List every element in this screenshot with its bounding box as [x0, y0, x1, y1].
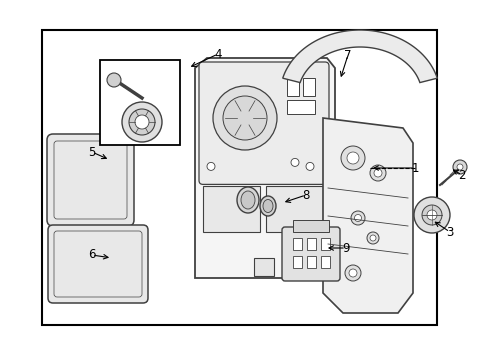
Circle shape: [414, 197, 450, 233]
Circle shape: [341, 146, 365, 170]
Circle shape: [291, 158, 299, 166]
Circle shape: [135, 115, 149, 129]
Bar: [321, 256, 330, 268]
Circle shape: [129, 109, 155, 135]
Circle shape: [107, 73, 121, 87]
Text: 5: 5: [88, 145, 96, 158]
FancyBboxPatch shape: [47, 134, 134, 226]
Circle shape: [213, 86, 277, 150]
FancyBboxPatch shape: [48, 225, 148, 303]
Polygon shape: [283, 30, 437, 82]
Bar: [203, 186, 260, 233]
Text: 7: 7: [344, 49, 352, 62]
Bar: [287, 78, 299, 96]
Bar: [100, 60, 180, 145]
Ellipse shape: [263, 199, 273, 212]
Bar: [307, 256, 316, 268]
Ellipse shape: [260, 196, 276, 216]
Circle shape: [306, 162, 314, 170]
Circle shape: [351, 211, 365, 225]
Circle shape: [370, 235, 376, 241]
Circle shape: [345, 265, 361, 281]
Bar: [293, 220, 329, 232]
Circle shape: [367, 232, 379, 244]
Text: 1: 1: [411, 162, 419, 175]
Circle shape: [370, 165, 386, 181]
Text: 2: 2: [458, 168, 466, 181]
Circle shape: [349, 269, 357, 277]
Bar: [293, 256, 302, 268]
Text: 3: 3: [446, 225, 454, 239]
FancyBboxPatch shape: [282, 227, 340, 281]
Text: 6: 6: [88, 248, 96, 261]
Bar: [266, 186, 323, 233]
Circle shape: [354, 215, 362, 221]
Bar: [254, 258, 274, 276]
Bar: [293, 238, 302, 250]
Circle shape: [347, 152, 359, 164]
Circle shape: [223, 96, 267, 140]
Bar: [321, 238, 330, 250]
Circle shape: [453, 160, 467, 174]
Circle shape: [422, 205, 442, 225]
Circle shape: [374, 169, 382, 177]
Ellipse shape: [237, 187, 259, 213]
Circle shape: [122, 102, 162, 142]
Circle shape: [207, 162, 215, 170]
Text: 8: 8: [302, 189, 310, 202]
FancyBboxPatch shape: [199, 62, 329, 184]
Ellipse shape: [241, 191, 255, 209]
Polygon shape: [195, 58, 335, 278]
Polygon shape: [323, 118, 413, 313]
Bar: [303, 78, 315, 96]
Text: 9: 9: [342, 242, 350, 255]
Circle shape: [427, 210, 437, 220]
Bar: [307, 238, 316, 250]
Bar: [287, 100, 315, 114]
Text: 4: 4: [214, 48, 222, 60]
Bar: [42, 30, 437, 325]
Circle shape: [457, 164, 463, 170]
